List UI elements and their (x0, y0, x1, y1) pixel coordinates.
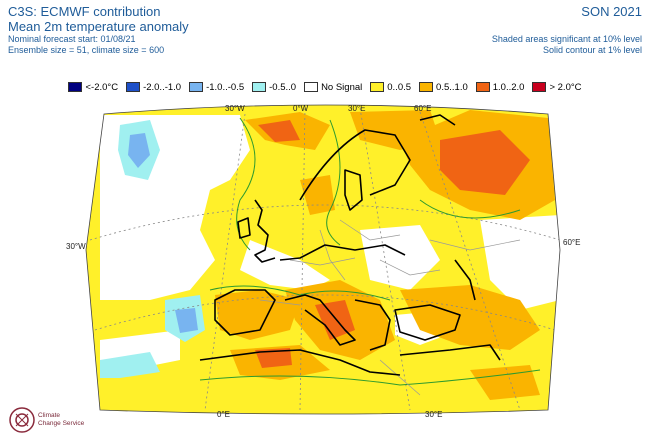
legend-item: No Signal (304, 82, 362, 93)
no-signal-east (480, 215, 560, 310)
legend-label: 1.0..2.0 (492, 81, 525, 93)
map-title: C3S: ECMWF contribution (8, 4, 161, 19)
coastline-gulf-bothnia (344, 169, 363, 211)
lon-label-left: 30°W (66, 242, 86, 251)
coastline-iberia (214, 289, 276, 336)
logo-line-1: Climate (38, 412, 61, 419)
cool-core-north-atlantic (128, 133, 150, 168)
border-line (339, 219, 401, 241)
header-right: SON 2021 Shaded areas significant at 10%… (492, 4, 642, 56)
coastline-anatolia (399, 344, 501, 361)
legend-label: 0.5..1.0 (436, 81, 468, 93)
legend-swatch (252, 82, 267, 92)
ensemble-size: Ensemble size = 51, climate size = 600 (8, 45, 165, 55)
coastline-balkans (354, 299, 391, 351)
legend-label: > 2.0°C (549, 81, 582, 93)
legend-item: -1.0..-0.5 (189, 82, 244, 93)
legend-label: -2.0..-1.0 (143, 81, 182, 93)
lon-label-top: 30°W (225, 104, 245, 113)
logo-ring (9, 407, 35, 433)
coastline-scandinavia (299, 129, 411, 201)
coastline-italy (284, 294, 356, 346)
legend-swatch (68, 82, 83, 92)
legend-swatch (370, 82, 385, 92)
lon-label-bottom: 30°E (425, 410, 443, 419)
legend-item: > 2.0°C (532, 81, 582, 93)
graticule (89, 107, 560, 411)
map-subtitle: Mean 2m temperature anomaly (8, 19, 189, 34)
no-signal-central (360, 225, 440, 290)
coastline-black-sea (394, 304, 461, 341)
cool-core-iberia-west (175, 308, 198, 333)
legend-swatch (475, 82, 490, 92)
legend-item: -2.0..-1.0 (126, 82, 181, 93)
warm-area-middle-east (470, 365, 540, 400)
lon-label-right: 60°E (563, 238, 581, 247)
header-left: C3S: ECMWF contribution Mean 2m temperat… (8, 4, 189, 56)
coastline-britain (254, 199, 276, 263)
legend-item: 0..0.5 (370, 82, 411, 93)
map-outline (85, 104, 561, 415)
legend-item: <-2.0°C (68, 82, 118, 93)
parallel-line (89, 204, 560, 241)
meridian-line (359, 107, 411, 411)
anomaly-map (85, 104, 561, 415)
coastline-caspian-west (454, 259, 476, 301)
legend-item: 1.0..2.0 (475, 81, 525, 93)
border-line (429, 239, 521, 251)
logo-text: Climate Change Service (38, 412, 84, 428)
lon-label-bottom: 0°E (217, 410, 230, 419)
border-line (379, 359, 421, 396)
legend-swatch (532, 82, 547, 92)
legend-swatch (126, 82, 141, 92)
logo-line-2: Change Service (38, 420, 85, 427)
contour-line (199, 369, 541, 386)
contour-line (209, 285, 391, 301)
border-line (259, 299, 301, 306)
warm-area-turkey (400, 285, 540, 350)
meridian-line (419, 111, 521, 411)
contour-line (419, 199, 521, 219)
border-line (289, 257, 356, 266)
legend-label: -1.0..-0.5 (206, 81, 245, 93)
contour-note: Solid contour at 1% level (542, 45, 642, 55)
border-line (319, 229, 346, 281)
coastline-north-africa (199, 349, 401, 376)
hot-core-norwegian-sea (258, 120, 300, 142)
lon-label-top: 0°W (293, 104, 309, 113)
legend-item: 0.5..1.0 (419, 82, 468, 93)
legend-item: -0.5..0 (252, 82, 296, 93)
legend-swatch (304, 82, 319, 92)
meridian-line (299, 107, 306, 411)
no-signal-bay (240, 240, 330, 290)
c3s-logo (9, 407, 35, 433)
legend-label: No Signal (321, 81, 363, 93)
cool-area-south (100, 352, 160, 378)
season-label: SON 2021 (581, 4, 642, 19)
legend-label: <-2.0°C (85, 81, 119, 93)
legend-swatch (189, 82, 204, 92)
significance-contours (199, 117, 541, 386)
country-borders (259, 219, 521, 396)
color-legend: <-2.0°C -2.0..-1.0 -1.0..-0.5 -0.5..0 No… (0, 80, 650, 94)
legend-label: 0..0.5 (387, 81, 412, 93)
coastlines (199, 114, 501, 376)
legend-label: -0.5..0 (269, 81, 297, 93)
coastline-ireland (237, 217, 251, 239)
forecast-start: Nominal forecast start: 01/08/21 (8, 34, 136, 44)
legend-swatch (419, 82, 434, 92)
contour-line (326, 119, 341, 246)
border-line (379, 259, 441, 276)
hot-core-algeria (255, 348, 292, 368)
hot-core-russia (440, 130, 530, 195)
coastline-north-sea (279, 244, 406, 261)
shaded-note: Shaded areas significant at 10% level (491, 34, 642, 44)
logo-inner-ring (15, 413, 29, 427)
lon-label-top: 60°E (414, 104, 432, 113)
logo-mark (15, 413, 29, 427)
coastline-novaya-zemlya (419, 114, 456, 126)
lon-label-top: 30°E (348, 104, 366, 113)
